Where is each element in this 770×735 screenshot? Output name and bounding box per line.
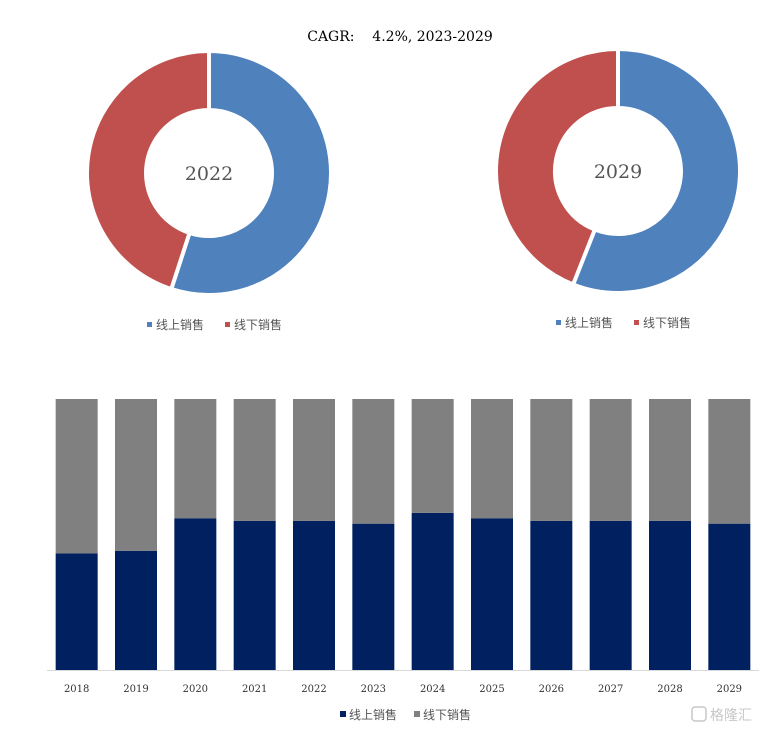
x-tick-label: 2028 [657, 684, 682, 695]
x-tick-label: 2022 [301, 684, 326, 695]
bar-offline [115, 399, 157, 551]
chart-title: CAGR: 4.2%, 2023-2029 [307, 29, 493, 45]
legend-swatch [225, 322, 230, 327]
x-tick-label: 2029 [717, 684, 742, 695]
x-tick-label: 2026 [539, 684, 564, 695]
legend-swatch [414, 711, 420, 717]
donut-center-label: 2029 [594, 161, 642, 183]
legend-label: 线上销售 [565, 315, 613, 330]
bar-online [352, 523, 395, 670]
watermark-text: 格隆汇 [710, 708, 752, 724]
x-tick-label: 2018 [64, 684, 89, 695]
bar-online [115, 550, 157, 670]
x-tick-label: 2023 [361, 684, 386, 695]
legend-swatch [634, 320, 639, 325]
donut-center-label: 2022 [185, 163, 233, 185]
donut-slice [168, 48, 333, 297]
bar-offline [649, 399, 691, 521]
legend-label: 线上销售 [349, 707, 397, 722]
stacked-bar-chart: 2018 2019 2020 2021 2022 2023 2024 2025 2026 2027… [47, 399, 759, 722]
watermark-logo-icon [691, 706, 707, 722]
legend-swatch [147, 322, 152, 327]
bar-online [174, 518, 217, 670]
bar-online [55, 553, 98, 670]
legend-label: 线上销售 [156, 317, 204, 332]
bar-offline [293, 399, 335, 521]
bar-online [530, 520, 573, 670]
bar-offline [708, 399, 751, 524]
legend-swatch [340, 711, 346, 717]
watermark: 格隆汇 [691, 706, 752, 724]
bar-offline [55, 399, 98, 554]
bar-offline [530, 399, 573, 521]
bar-online [293, 520, 335, 670]
donut-legend: 线上销售 线下销售 [147, 317, 282, 332]
legend-label: 线下销售 [423, 707, 471, 722]
bar-online [411, 512, 454, 670]
donut-legend: 线上销售 线下销售 [556, 315, 691, 330]
donut-slice [570, 46, 742, 295]
bar-online [233, 520, 276, 670]
x-tick-label: 2024 [420, 684, 445, 695]
legend-label: 线下销售 [234, 317, 282, 332]
donut-chart-2029: 2029 线上销售 线下销售 [494, 46, 742, 330]
legend-label: 线下销售 [643, 315, 691, 330]
x-tick-label: 2019 [123, 684, 148, 695]
bar-online [649, 520, 691, 670]
bar-offline [352, 399, 395, 524]
bar-online [471, 518, 513, 670]
x-tick-label: 2025 [479, 684, 504, 695]
donut-slice [85, 48, 211, 292]
donut-slice [494, 46, 620, 288]
x-tick-label: 2021 [242, 684, 267, 695]
bar-legend: 线上销售 线下销售 [340, 707, 471, 722]
bar-online [589, 520, 632, 670]
donut-chart-2022: 2022 线上销售 线下销售 [85, 48, 333, 332]
bar-offline [411, 399, 454, 513]
x-tick-label: 2020 [183, 684, 208, 695]
legend-swatch [556, 320, 561, 325]
bar-offline [471, 399, 513, 519]
bar-offline [589, 399, 632, 521]
bar-online [708, 523, 751, 670]
bar-offline [174, 399, 217, 519]
bar-offline [233, 399, 276, 521]
x-tick-label: 2027 [598, 684, 623, 695]
